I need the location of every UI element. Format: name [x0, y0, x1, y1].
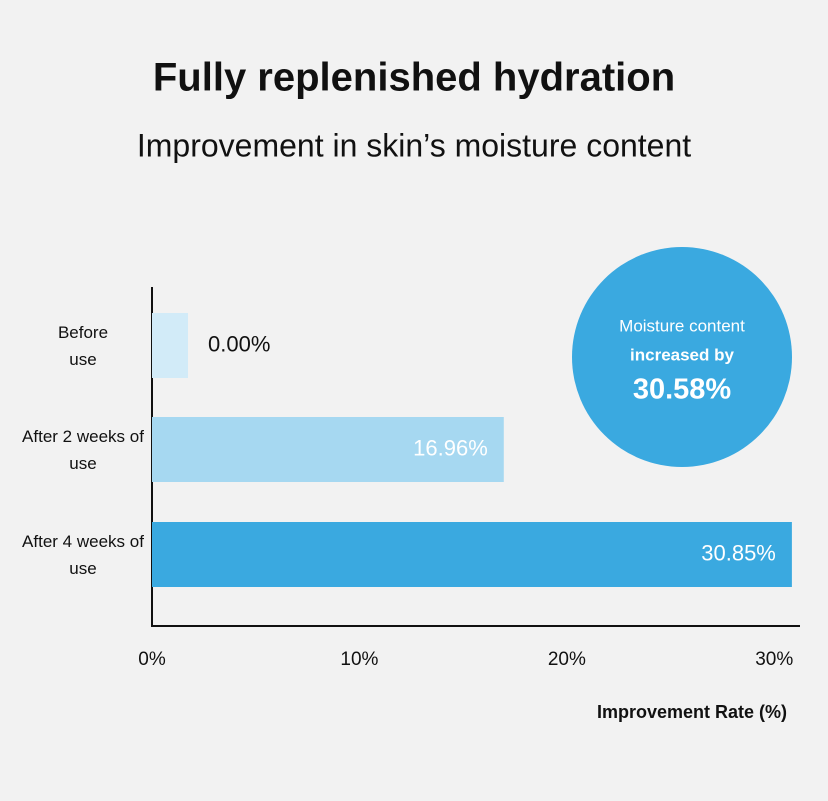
- x-tick-label: 10%: [340, 649, 378, 670]
- y-tick-label: After 2 weeks of use: [22, 426, 144, 473]
- x-axis-label: Improvement Rate (%): [597, 702, 787, 722]
- x-tick-label: 20%: [548, 649, 586, 670]
- y-tick-label: Before use: [57, 322, 109, 369]
- chart-title: Fully replenished hydration: [153, 56, 675, 100]
- value-label: 30.85%: [701, 540, 776, 565]
- annotation-text: increased by: [630, 345, 734, 364]
- bar: [152, 522, 792, 587]
- y-tick-label: After 4 weeks of use: [22, 531, 144, 578]
- value-label: 0.00%: [208, 331, 270, 356]
- value-label: 16.96%: [413, 435, 488, 460]
- bar: [152, 417, 504, 482]
- bar: [152, 313, 188, 378]
- x-tick-label: 30%: [755, 649, 793, 670]
- annotation-circle: [572, 247, 792, 467]
- chart-subtitle: Improvement in skin’s moisture content: [137, 127, 691, 163]
- annotation-text: Moisture content: [619, 316, 745, 335]
- x-tick-label: 0%: [138, 649, 166, 670]
- annotation-text: 30.58%: [633, 374, 732, 406]
